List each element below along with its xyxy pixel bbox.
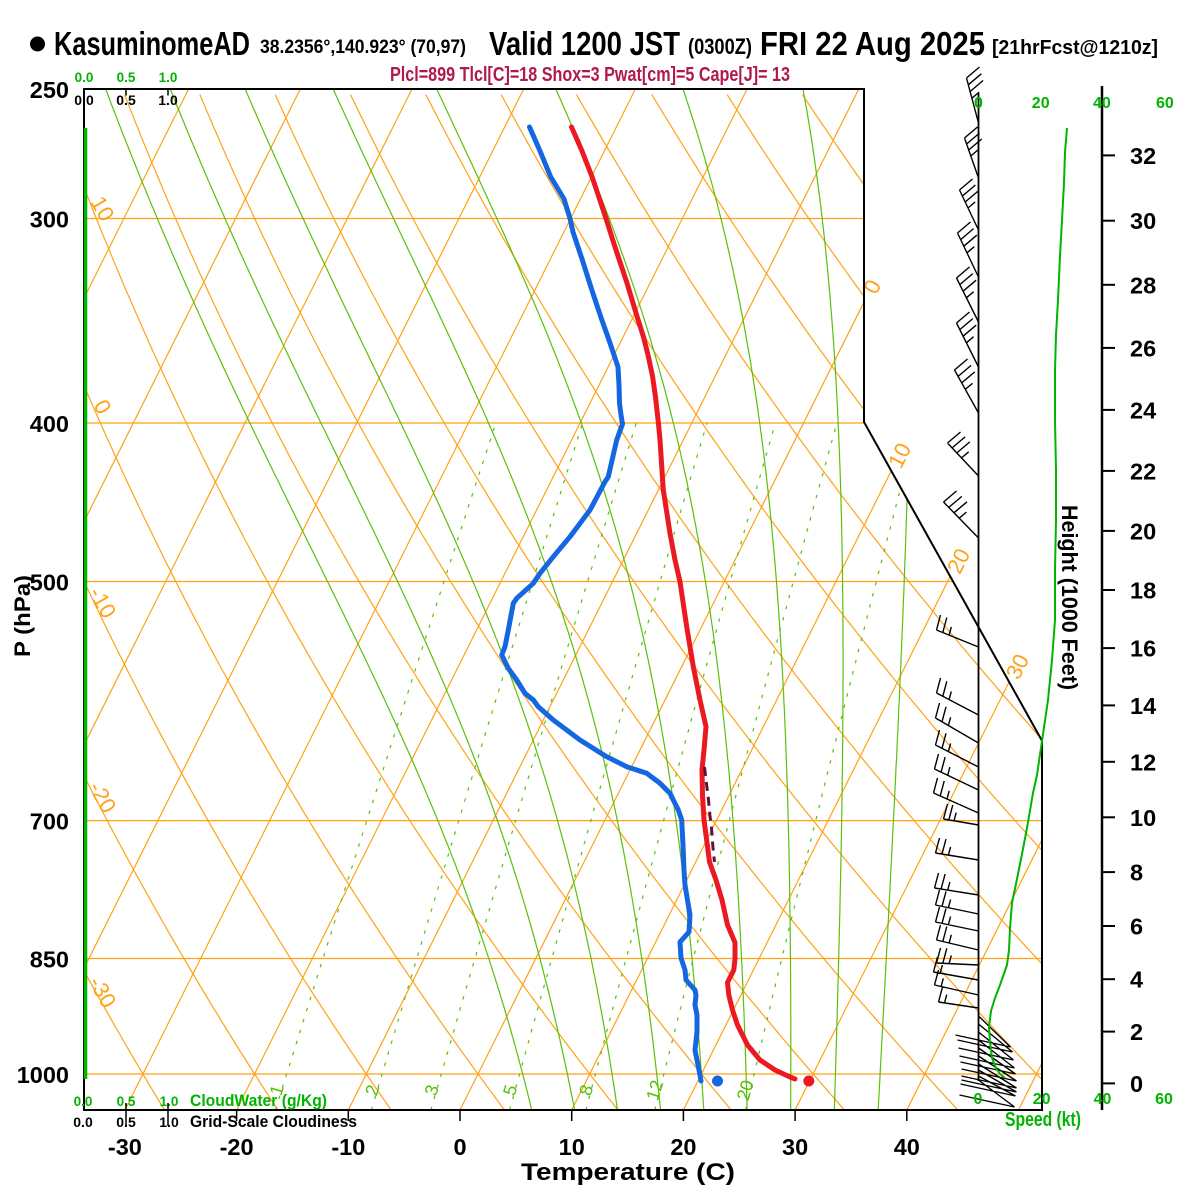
svg-text:(0300Z): (0300Z) [688,34,752,59]
svg-text:40: 40 [1094,1091,1112,1108]
svg-text:0.0: 0.0 [73,1114,93,1130]
svg-text:1.0: 1.0 [159,70,178,85]
svg-text:[21hrFcst@1210z]: [21hrFcst@1210z] [992,37,1158,59]
svg-text:22: 22 [1130,458,1156,484]
svg-text:850: 850 [30,947,69,973]
svg-text:4: 4 [1130,967,1143,993]
svg-text:60: 60 [1156,95,1174,112]
svg-text:0: 0 [974,1091,983,1108]
svg-text:28: 28 [1130,272,1156,298]
svg-text:18: 18 [1130,578,1156,604]
svg-text:32: 32 [1130,143,1156,169]
svg-text:0: 0 [453,1134,466,1160]
svg-text:Plcl=899 Tlcl[C]=18 Shox=3 Pwa: Plcl=899 Tlcl[C]=18 Shox=3 Pwat[cm]=5 Ca… [390,64,790,86]
svg-text:Temperature (C): Temperature (C) [521,1159,735,1186]
svg-text:16: 16 [1130,636,1156,662]
svg-text:0.5: 0.5 [117,1094,136,1109]
svg-text:CloudWater (g/Kg): CloudWater (g/Kg) [190,1091,327,1110]
svg-text:Valid 1200 JST: Valid 1200 JST [489,25,680,62]
svg-text:26: 26 [1130,335,1156,361]
svg-text:10: 10 [559,1134,585,1160]
svg-text:0.0: 0.0 [74,92,94,108]
svg-text:20: 20 [670,1134,696,1160]
svg-text:30: 30 [1130,208,1156,234]
svg-text:20: 20 [1033,1091,1051,1108]
svg-text:0.0: 0.0 [75,70,94,85]
svg-text:0.0: 0.0 [74,1094,93,1109]
svg-text:40: 40 [894,1134,920,1160]
svg-text:38.2356°,140.923° (70,97): 38.2356°,140.923° (70,97) [260,37,466,58]
svg-text:500: 500 [30,570,69,596]
svg-text:0: 0 [974,95,983,112]
svg-text:FRI 22 Aug 2025: FRI 22 Aug 2025 [760,25,985,62]
svg-text:700: 700 [30,809,69,835]
svg-text:0: 0 [1130,1071,1143,1097]
svg-text:400: 400 [30,411,69,437]
svg-text:KasuminomeAD: KasuminomeAD [54,25,250,62]
svg-text:2: 2 [1130,1019,1143,1045]
svg-text:14: 14 [1130,693,1156,719]
svg-text:Speed (kt): Speed (kt) [1005,1109,1081,1131]
svg-text:40: 40 [1093,95,1111,112]
svg-text:60: 60 [1155,1091,1173,1108]
svg-text:6: 6 [1130,914,1143,940]
svg-text:250: 250 [30,77,69,103]
svg-text:0.5: 0.5 [117,70,136,85]
svg-text:1.0: 1.0 [158,92,178,108]
svg-text:1.0: 1.0 [159,1114,179,1130]
svg-text:8: 8 [1130,860,1143,886]
svg-text:300: 300 [30,207,69,233]
svg-text:-20: -20 [220,1134,254,1160]
svg-text:1000: 1000 [17,1062,69,1088]
svg-text:Grid-Scale Cloudiness: Grid-Scale Cloudiness [190,1112,357,1131]
svg-text:30: 30 [782,1134,808,1160]
svg-text:-10: -10 [331,1134,365,1160]
svg-text:-30: -30 [108,1134,142,1160]
svg-text:Height (1000 Feet): Height (1000 Feet) [1057,505,1082,690]
svg-text:P (hPa): P (hPa) [10,575,35,657]
svg-text:10: 10 [1130,805,1156,831]
svg-text:24: 24 [1130,397,1156,423]
svg-text:12: 12 [1130,749,1156,775]
svg-text:1.0: 1.0 [160,1094,179,1109]
svg-text:0.5: 0.5 [116,92,136,108]
svg-text:20: 20 [1032,95,1050,112]
svg-text:20: 20 [1130,518,1156,544]
